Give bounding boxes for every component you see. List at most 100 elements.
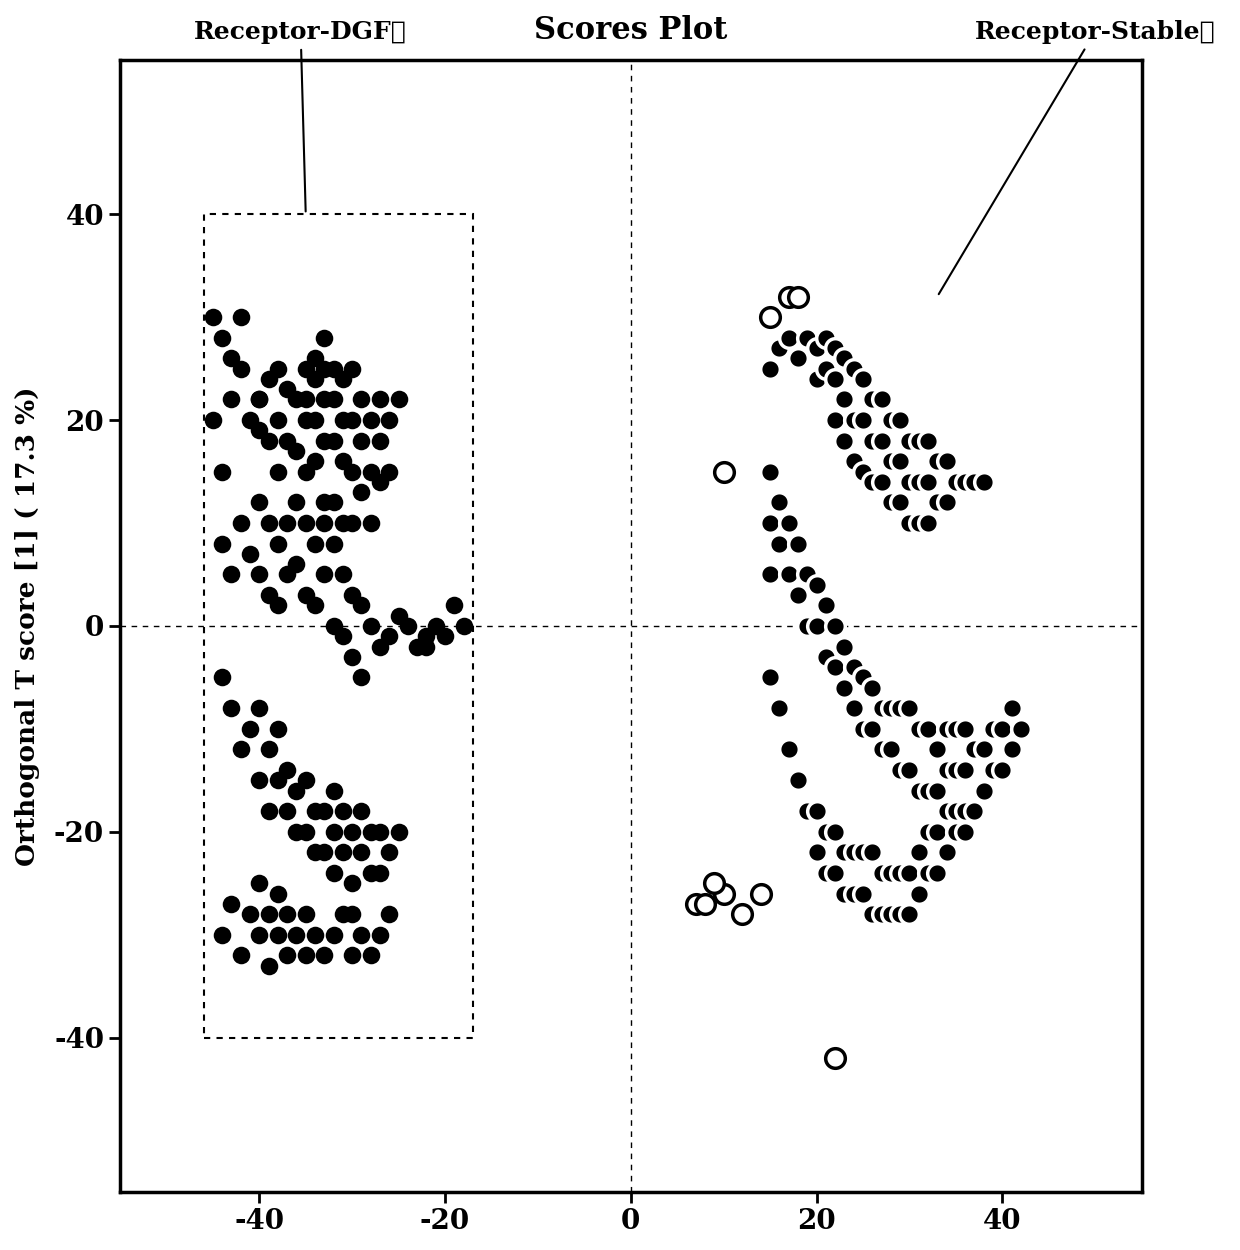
- Point: [733, 904, 753, 924]
- Point: [965, 801, 985, 821]
- Point: [259, 585, 279, 605]
- Point: [342, 461, 362, 481]
- Point: [361, 616, 381, 636]
- Point: [760, 668, 780, 688]
- Point: [259, 512, 279, 532]
- Point: [751, 884, 771, 904]
- Point: [352, 390, 372, 410]
- Point: [278, 904, 298, 924]
- Point: [305, 595, 325, 615]
- Point: [249, 390, 269, 410]
- Point: [872, 390, 892, 410]
- Point: [853, 410, 873, 430]
- Point: [352, 801, 372, 821]
- Point: [789, 770, 808, 790]
- Point: [704, 874, 724, 894]
- Point: [334, 801, 353, 821]
- Point: [435, 626, 455, 646]
- Point: [816, 646, 836, 666]
- Point: [278, 431, 298, 451]
- Point: [305, 410, 325, 430]
- Point: [714, 461, 734, 481]
- Point: [807, 842, 827, 862]
- Point: [955, 471, 975, 491]
- Point: [760, 308, 780, 328]
- Point: [203, 308, 223, 328]
- Point: [843, 410, 863, 430]
- Point: [231, 740, 250, 760]
- Point: [825, 658, 844, 678]
- Point: [770, 534, 790, 554]
- Point: [249, 492, 269, 512]
- Point: [955, 801, 975, 821]
- Point: [259, 801, 279, 821]
- Point: [936, 451, 956, 471]
- Point: [955, 719, 975, 739]
- Point: [342, 410, 362, 430]
- Point: [249, 925, 269, 945]
- Point: [835, 636, 854, 656]
- Point: [324, 492, 343, 512]
- Point: [862, 904, 882, 924]
- Point: [770, 338, 790, 357]
- Point: [324, 390, 343, 410]
- Point: [379, 410, 399, 430]
- Point: [880, 904, 900, 924]
- Point: [334, 410, 353, 430]
- Point: [779, 512, 799, 532]
- Point: [388, 821, 408, 841]
- Point: [361, 821, 381, 841]
- Point: [278, 565, 298, 585]
- Point: [909, 512, 929, 532]
- Point: [880, 410, 900, 430]
- Point: [890, 492, 910, 512]
- Point: [928, 780, 947, 800]
- Point: [249, 699, 269, 719]
- Point: [268, 884, 288, 904]
- Point: [259, 431, 279, 451]
- Point: [899, 862, 919, 882]
- Point: [843, 658, 863, 678]
- Point: [444, 595, 464, 615]
- Point: [936, 842, 956, 862]
- Point: [789, 286, 808, 306]
- Point: [936, 492, 956, 512]
- Point: [315, 945, 335, 965]
- Point: [760, 461, 780, 481]
- Point: [843, 699, 863, 719]
- Point: [862, 431, 882, 451]
- Point: [296, 904, 316, 924]
- Point: [909, 471, 929, 491]
- Point: [324, 534, 343, 554]
- Point: [352, 842, 372, 862]
- Point: [334, 369, 353, 389]
- Point: [843, 359, 863, 379]
- Point: [696, 894, 715, 914]
- Point: [315, 328, 335, 348]
- Point: [928, 740, 947, 760]
- Point: [899, 471, 919, 491]
- Point: [936, 760, 956, 780]
- Point: [955, 821, 975, 841]
- Point: [807, 369, 827, 389]
- Point: [807, 338, 827, 357]
- Point: [918, 719, 937, 739]
- Point: [342, 821, 362, 841]
- Point: [853, 719, 873, 739]
- Point: [222, 349, 242, 369]
- Point: [909, 842, 929, 862]
- Point: [334, 565, 353, 585]
- Point: [388, 606, 408, 626]
- Point: [965, 740, 985, 760]
- Point: [899, 760, 919, 780]
- Point: [259, 955, 279, 975]
- Point: [760, 359, 780, 379]
- Point: [352, 668, 372, 688]
- Point: [797, 565, 817, 585]
- Point: [286, 441, 306, 461]
- Point: [315, 565, 335, 585]
- Point: [296, 410, 316, 430]
- Point: [212, 461, 232, 481]
- Point: [222, 390, 242, 410]
- Point: [843, 842, 863, 862]
